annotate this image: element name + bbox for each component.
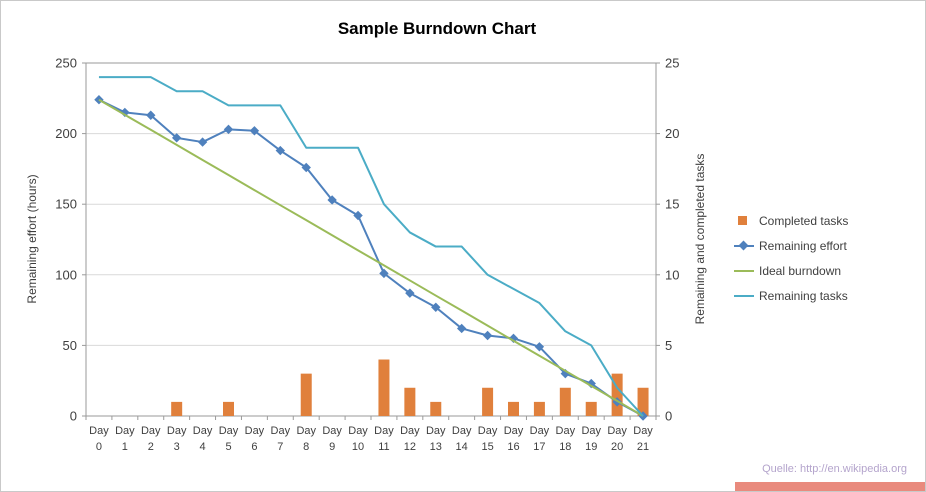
svg-text:1: 1 (122, 441, 128, 453)
svg-text:Day: Day (374, 425, 394, 437)
svg-text:Day: Day (245, 425, 265, 437)
line-series-ideal-burndown (98, 98, 644, 417)
svg-text:250: 250 (55, 56, 77, 71)
svg-text:8: 8 (303, 441, 309, 453)
bar-swatch-icon (734, 214, 754, 227)
svg-text:Day: Day (530, 425, 550, 437)
plot-border (85, 62, 657, 417)
svg-text:Day: Day (581, 425, 601, 437)
legend-label: Remaining tasks (759, 288, 848, 303)
svg-text:4: 4 (200, 441, 206, 453)
svg-text:Day: Day (322, 425, 342, 437)
svg-text:0: 0 (665, 409, 672, 424)
x-axis-labels: Day 0 Day 1 Day 2 Day 3 Day 4 Day 5 Day 6 Day 7 Day 8 Day 9… (89, 425, 653, 453)
svg-text:20: 20 (665, 126, 679, 141)
svg-text:0: 0 (96, 441, 102, 453)
svg-text:Day: Day (167, 425, 187, 437)
svg-text:14: 14 (456, 441, 468, 453)
legend-label: Remaining effort (759, 238, 847, 253)
svg-text:150: 150 (55, 197, 77, 212)
svg-text:19: 19 (585, 441, 597, 453)
svg-text:Day: Day (633, 425, 653, 437)
left-axis-title: Remaining effort (hours) (25, 174, 39, 304)
svg-text:10: 10 (665, 267, 679, 282)
svg-text:5: 5 (665, 338, 672, 353)
svg-text:20: 20 (611, 441, 623, 453)
legend: Completed tasks Remaining effort Ideal b… (734, 214, 848, 314)
svg-text:Day: Day (193, 425, 213, 437)
legend-label: Ideal burndown (759, 263, 842, 278)
line-swatch-icon (734, 264, 754, 277)
legend-item-completed-tasks: Completed tasks (734, 213, 849, 228)
svg-text:0: 0 (70, 409, 77, 424)
svg-text:6: 6 (251, 441, 257, 453)
svg-text:200: 200 (55, 126, 77, 141)
svg-text:Day: Day (89, 425, 109, 437)
svg-text:Day: Day (348, 425, 368, 437)
legend-item-ideal-burndown: Ideal burndown (734, 263, 848, 278)
bar-series-completed-tasks (171, 359, 649, 416)
svg-text:50: 50 (63, 338, 77, 353)
svg-text:18: 18 (559, 441, 571, 453)
svg-text:13: 13 (430, 441, 442, 453)
svg-text:15: 15 (481, 441, 493, 453)
svg-text:Day: Day (115, 425, 135, 437)
legend-item-remaining-tasks: Remaining tasks (734, 288, 848, 303)
source-note: Quelle: http://en.wikipedia.org (762, 463, 907, 475)
svg-text:Day: Day (271, 425, 291, 437)
svg-text:Day: Day (607, 425, 627, 437)
svg-text:Day: Day (296, 425, 316, 437)
svg-text:Day: Day (478, 425, 498, 437)
svg-text:16: 16 (507, 441, 519, 453)
svg-text:21: 21 (637, 441, 649, 453)
svg-text:11: 11 (378, 441, 389, 453)
svg-text:5: 5 (225, 441, 231, 453)
axis-labels: 0 50 100 150 200 250 0 5 10 15 20 25 (55, 56, 679, 424)
footer-strip (735, 482, 925, 491)
svg-text:9: 9 (329, 441, 335, 453)
legend-item-remaining-effort: Remaining effort (734, 238, 848, 253)
line-series-remaining-effort (94, 95, 648, 421)
gridlines (86, 62, 656, 346)
svg-text:3: 3 (174, 441, 180, 453)
svg-text:15: 15 (665, 197, 679, 212)
right-axis-title: Remaining and completed tasks (693, 153, 707, 325)
line-diamond-swatch-icon (734, 239, 754, 252)
legend-label: Completed tasks (759, 213, 849, 228)
svg-text:Day: Day (219, 425, 239, 437)
chart-title: Sample Burndown Chart (337, 19, 537, 38)
svg-text:7: 7 (277, 441, 283, 453)
svg-text:Day: Day (452, 425, 472, 437)
svg-text:10: 10 (352, 441, 364, 453)
svg-text:Day: Day (426, 425, 446, 437)
svg-text:25: 25 (665, 56, 679, 71)
svg-text:Day: Day (141, 425, 161, 437)
line-series-remaining-tasks (98, 76, 644, 417)
svg-text:12: 12 (404, 441, 416, 453)
svg-text:17: 17 (533, 441, 545, 453)
svg-text:Day: Day (400, 425, 420, 437)
svg-text:Day: Day (556, 425, 576, 437)
svg-text:2: 2 (148, 441, 154, 453)
line-swatch-icon (734, 289, 754, 302)
svg-text:100: 100 (55, 267, 77, 282)
svg-text:Day: Day (504, 425, 524, 437)
axis-ticks (82, 62, 660, 420)
